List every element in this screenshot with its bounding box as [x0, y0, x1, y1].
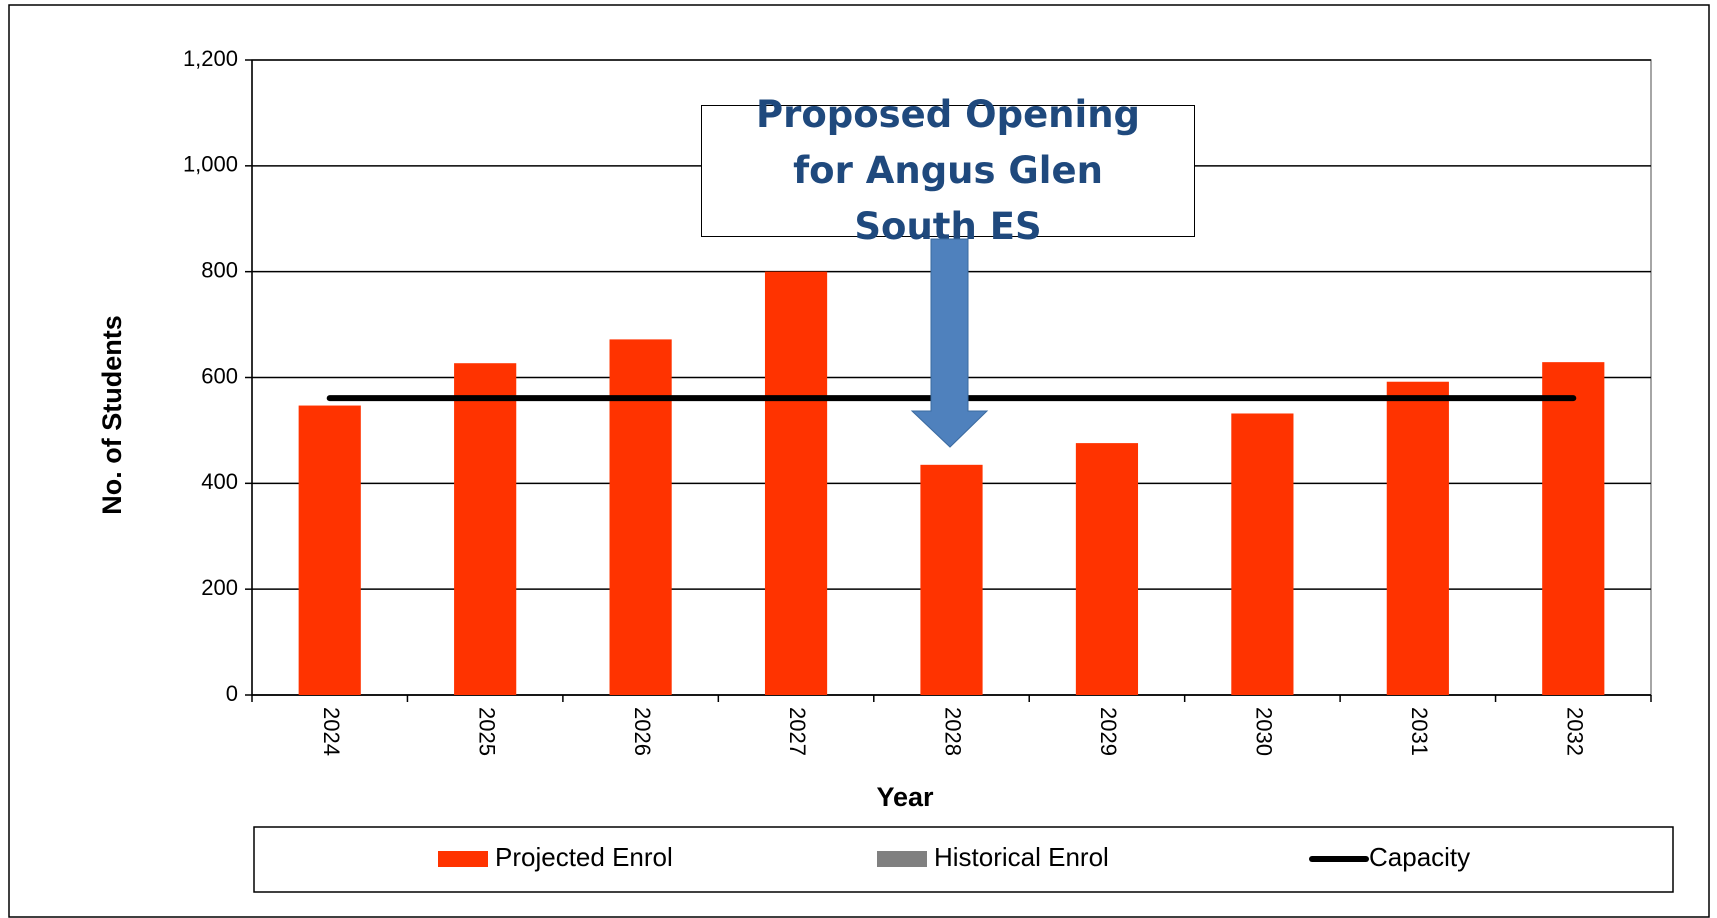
x-tick-label: 2032 — [1562, 707, 1587, 756]
bar — [764, 271, 828, 695]
bar — [298, 405, 361, 695]
y-tick-label: 800 — [201, 257, 238, 282]
bar — [1231, 413, 1294, 695]
x-tick-label: 2027 — [785, 707, 810, 756]
legend-swatch — [438, 851, 488, 867]
legend-label: Projected Enrol — [495, 842, 673, 872]
x-tick-label: 2024 — [319, 707, 344, 756]
bar — [609, 339, 672, 695]
x-tick-label: 2028 — [941, 707, 966, 756]
bar — [920, 464, 983, 695]
y-tick-label: 400 — [201, 469, 238, 494]
bar — [1386, 381, 1449, 695]
annotation: Proposed Opening for Angus Glen South ES — [701, 93, 1195, 248]
x-tick-label: 2029 — [1096, 707, 1121, 756]
y-tick-label: 1,200 — [183, 46, 238, 71]
y-tick-label: 200 — [201, 575, 238, 600]
x-tick-label: 2026 — [630, 707, 655, 756]
bar — [1542, 362, 1605, 695]
bar — [454, 363, 517, 695]
x-tick-label: 2031 — [1407, 707, 1432, 756]
y-tick-label: 600 — [201, 363, 238, 388]
legend-swatch — [877, 851, 927, 867]
bar — [1075, 443, 1139, 695]
legend-box — [253, 826, 1674, 893]
frame — [8, 4, 1710, 918]
x-axis-title: Year — [876, 782, 934, 812]
y-tick-label: 1,000 — [183, 152, 238, 177]
legend-label: Historical Enrol — [934, 842, 1109, 872]
legend-label: Capacity — [1369, 842, 1470, 872]
x-tick-label: 2025 — [474, 707, 499, 756]
x-tick-label: 2030 — [1252, 707, 1277, 756]
y-axis-title: No. of Students — [97, 315, 127, 514]
y-tick-label: 0 — [226, 681, 238, 706]
